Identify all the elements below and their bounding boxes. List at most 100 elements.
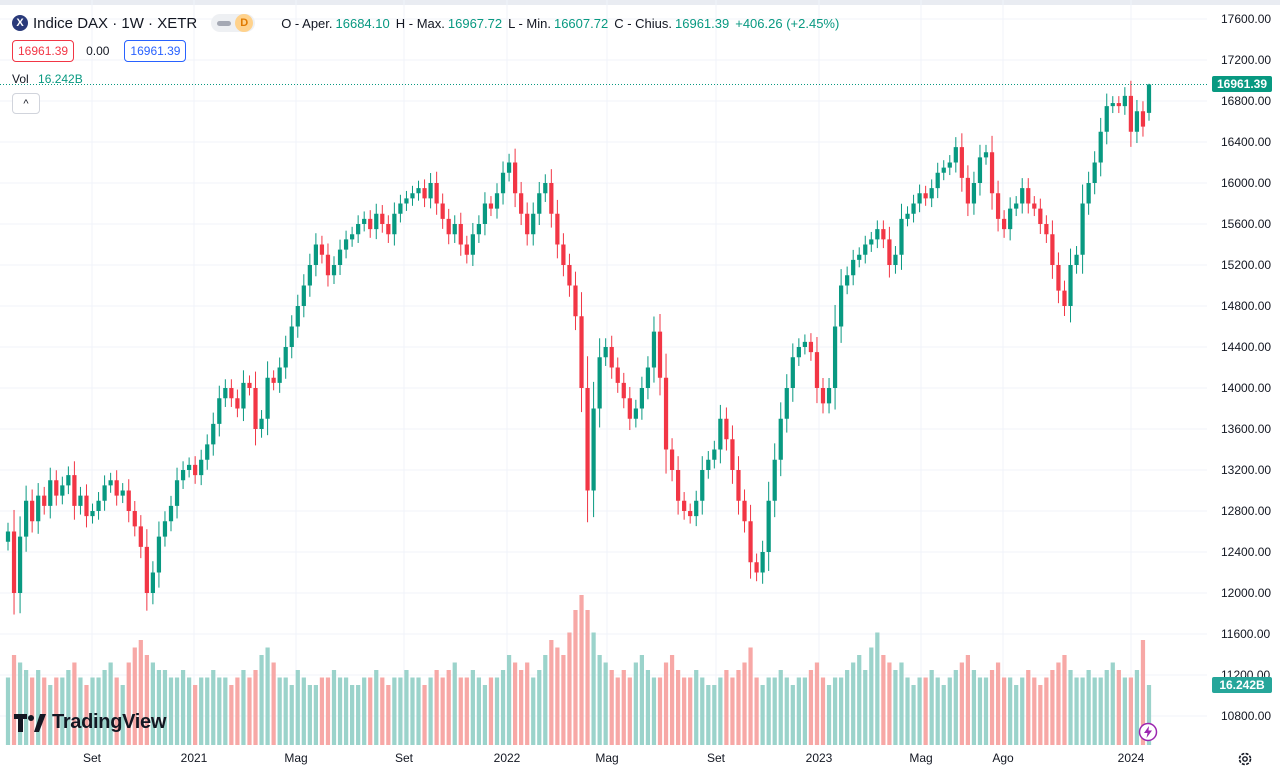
- volume-bar: [446, 670, 451, 745]
- volume-bar: [30, 677, 35, 745]
- candle-body: [663, 377, 669, 450]
- volume-bar: [1128, 677, 1134, 745]
- candle-body: [11, 531, 17, 593]
- candle-body: [814, 352, 820, 388]
- market-status-pill[interactable]: D: [211, 14, 256, 32]
- volume-bar: [814, 662, 820, 745]
- candle-body: [1116, 103, 1121, 107]
- volume-bar: [60, 677, 65, 745]
- sell-button[interactable]: 16961.39: [12, 40, 75, 62]
- candle-body: [42, 495, 47, 506]
- volume-bar: [488, 677, 494, 745]
- volume-bar: [1122, 677, 1127, 745]
- volume-bar: [452, 662, 457, 745]
- volume-bar: [500, 670, 506, 745]
- candle-body: [965, 177, 971, 204]
- close-value: 16961.39: [675, 15, 730, 31]
- candle-body: [174, 480, 180, 506]
- volume-bar: [561, 655, 566, 745]
- volume-bar: [935, 677, 940, 745]
- volume-bar: [307, 685, 312, 745]
- volume-bar: [337, 677, 343, 745]
- price-axis[interactable]: 10800.0011200.0011600.0012000.0012400.00…: [1221, 12, 1271, 723]
- candle-body: [150, 572, 156, 593]
- volume-bar: [295, 670, 300, 745]
- candle-body: [398, 203, 403, 214]
- y-tick-label: 12800.00: [1221, 504, 1271, 518]
- volume-bar: [265, 647, 270, 745]
- flash-icon[interactable]: [1138, 722, 1158, 742]
- volume-bar: [567, 632, 572, 745]
- candle-body: [337, 249, 343, 265]
- tradingview-logo-text: TradingView: [52, 711, 167, 733]
- candle-body: [253, 388, 258, 429]
- volume-bar: [168, 677, 174, 745]
- volume-bar: [434, 670, 439, 745]
- volume-bar: [1074, 677, 1079, 745]
- candle-body: [289, 326, 294, 347]
- x-tick-label: 2022: [494, 751, 521, 765]
- volume-bar: [1146, 685, 1152, 745]
- volume-bar: [953, 670, 958, 745]
- collapse-legend-button[interactable]: ^: [12, 93, 40, 114]
- candle-body: [989, 152, 995, 194]
- volume-bar: [72, 662, 77, 745]
- volume-bar: [525, 662, 530, 745]
- volume-bar: [712, 685, 717, 745]
- candle-body: [959, 147, 964, 178]
- candle-body: [464, 244, 469, 255]
- buy-button[interactable]: 16961.39: [124, 40, 187, 62]
- volume-bar: [1062, 655, 1067, 745]
- volume-bar: [863, 670, 868, 745]
- candle-body: [754, 562, 759, 573]
- candle-body: [102, 485, 107, 501]
- volume-bar: [573, 610, 578, 745]
- volume-bar: [458, 677, 463, 745]
- y-tick-label: 15600.00: [1221, 217, 1271, 231]
- time-axis[interactable]: Set 2021 Mag Set 2022 Mag Set 2023 Mag Ago 2024: [83, 751, 1145, 765]
- volume-bar: [1014, 685, 1019, 745]
- volume-bar: [832, 677, 838, 745]
- candle-body: [555, 213, 560, 245]
- y-tick-label: 16800.00: [1221, 94, 1271, 108]
- symbol-title[interactable]: Indice DAX · 1W · XETR: [33, 14, 198, 32]
- volume-bar: [778, 670, 783, 745]
- volume-bar: [645, 670, 651, 745]
- volume-bar: [205, 677, 210, 745]
- volume-bar: [627, 677, 632, 745]
- volume-bar: [549, 640, 554, 745]
- volume-bar: [54, 677, 59, 745]
- volume-bar: [482, 685, 488, 745]
- volume-bar: [440, 677, 445, 745]
- candle-body: [180, 470, 186, 481]
- candle-body: [1140, 111, 1146, 127]
- candle-body: [1128, 95, 1134, 132]
- candle-body: [205, 444, 210, 460]
- candle-body: [295, 306, 300, 327]
- volume-bar: [96, 677, 101, 745]
- settings-gear-icon[interactable]: [1236, 750, 1254, 768]
- tradingview-logo[interactable]: TradingView: [14, 711, 166, 734]
- volume-bar: [845, 670, 850, 745]
- candle-body: [1086, 183, 1091, 204]
- candle-body: [283, 347, 288, 368]
- volume-bar: [917, 677, 922, 745]
- volume-bar: [1116, 670, 1121, 745]
- candle-body: [1044, 224, 1049, 235]
- volume-bar: [422, 685, 427, 745]
- candle-body: [995, 193, 1001, 219]
- candle-body: [531, 213, 536, 235]
- low-label: L - Min.: [508, 15, 551, 31]
- volume-bar: [754, 677, 759, 745]
- volume-bar: [398, 677, 403, 745]
- candle-body: [440, 203, 445, 219]
- candle-body: [78, 495, 83, 506]
- volume-bar: [531, 677, 536, 745]
- candle-body: [718, 418, 723, 450]
- volume-bar: [247, 677, 252, 745]
- volume-bar: [718, 677, 723, 745]
- candle-body: [887, 239, 892, 265]
- close-x-logo-icon[interactable]: X: [12, 15, 28, 31]
- x-tick-label: Set: [707, 751, 726, 765]
